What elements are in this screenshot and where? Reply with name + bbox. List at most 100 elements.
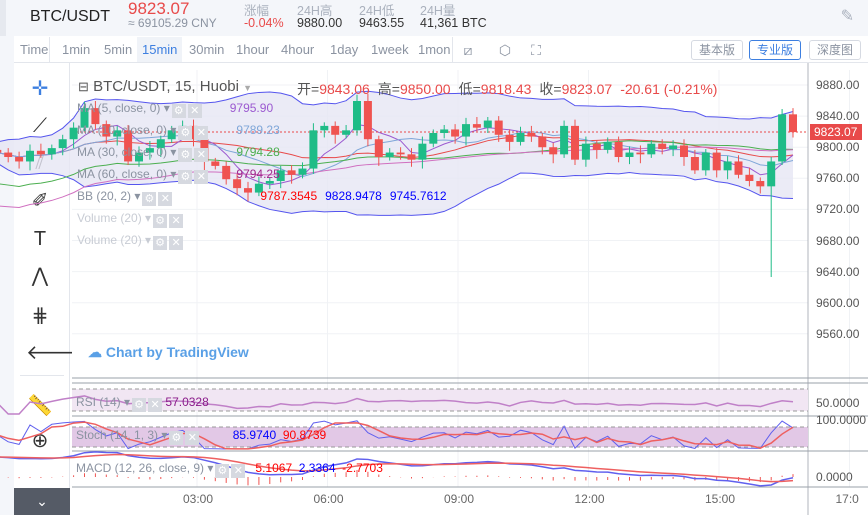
candle-body (669, 145, 678, 150)
chevron-down-icon: ⌄ (36, 493, 48, 509)
ruler-icon[interactable]: 📏 (27, 395, 53, 417)
text-icon[interactable]: T (33, 228, 47, 250)
expand-toolbar-button[interactable]: ⌄ (14, 488, 70, 515)
candle-body (211, 161, 220, 166)
close-icon: ✕ (158, 192, 173, 206)
time-tick: 17:0 (835, 492, 859, 506)
close-icon: ✕ (169, 214, 184, 228)
candle-body (560, 125, 569, 155)
indicator-legend[interactable]: BB (20, 2) ▾ ⚙ ✕ 9787.3545 9828.9478 9745.761… (77, 189, 447, 206)
indicator-legend[interactable]: MA (5, close, 0) ▾ ⚙ ✕ 9795.90 (77, 101, 274, 118)
candle-body (418, 143, 427, 160)
indicator-legend[interactable]: Volume (20) ▾ ⚙ ✕ (77, 233, 184, 250)
pair-name: BTC/USDT (30, 8, 110, 25)
indicator-legend[interactable]: MA (60, close, 0) ▾ ⚙ ✕ 9794.25 (77, 167, 280, 184)
candle-body (189, 125, 198, 140)
timeframe-Time[interactable]: Time (20, 42, 49, 57)
settings-icon: ⚙ (153, 214, 168, 228)
indicator-legend[interactable]: Volume (20) ▾ ⚙ ✕ (77, 211, 184, 228)
symbol-title: BTC/USDT, 15, Huobi (93, 78, 239, 95)
close-icon: ✕ (187, 104, 202, 118)
tradingview-watermark[interactable]: ☁ Chart by TradingView (88, 344, 249, 361)
brush-icon[interactable]: ✐ (31, 190, 49, 212)
candle-body (233, 179, 242, 189)
candle-body (91, 108, 100, 125)
indicator-legend[interactable]: MA (30, close, 0) ▾ ⚙ ✕ 9794.28 (77, 145, 280, 162)
pattern-icon[interactable]: ⋀ (31, 265, 49, 287)
time-tick: 12:00 (574, 492, 605, 506)
candle-body (167, 130, 176, 140)
ohlc-value: 9843.06 (319, 81, 370, 97)
stoch-d-line (0, 421, 794, 450)
stat-3: 24H量 41,361 BTC (420, 4, 487, 30)
price-tick: 9560.00 (816, 326, 860, 341)
candle-body (276, 170, 285, 182)
timeframe-1mon[interactable]: 1mon (418, 42, 451, 57)
fullscreen-icon[interactable]: ⛶ (531, 42, 541, 58)
indicator-legend[interactable]: MA (10, close, 0) ▾ ⚙ ✕ 9789.23 (77, 123, 280, 140)
candle-body (80, 108, 89, 128)
candle-body (47, 148, 56, 155)
collapse-icon[interactable]: ⊟ (78, 79, 89, 94)
price-tick: 9760.00 (816, 171, 860, 186)
edit-icon[interactable]: ✎ (840, 8, 854, 25)
view-button-0[interactable]: 基本版 (691, 40, 744, 60)
candle-body (538, 136, 547, 148)
bollinger-lower (0, 164, 794, 216)
trend-line-icon[interactable]: ⟋ (33, 115, 47, 137)
candle-body (636, 152, 645, 155)
candle-body (4, 152, 13, 158)
candle-body (363, 100, 372, 140)
timeframe-1day[interactable]: 1day (330, 42, 359, 57)
view-button-2[interactable]: 深度图 (809, 40, 862, 60)
candle-body (298, 168, 307, 175)
candle-body (505, 134, 514, 142)
timeframe-4hour[interactable]: 4hour (281, 42, 315, 57)
chart-style-icon[interactable]: ⧄ (463, 42, 473, 58)
timeframe-1week[interactable]: 1week (371, 42, 409, 57)
candle-body (571, 125, 579, 160)
settings-icon[interactable]: ⬡ (498, 42, 512, 58)
candle-body (15, 157, 24, 162)
cny-price: ≈ 69105.29 CNY (128, 16, 217, 30)
crosshair-icon[interactable]: ✛ (31, 78, 49, 100)
stoch-legend: Stoch (14, 1, 3) ▾ ⚙ ✕ 85.9740 90.8739 (76, 428, 327, 445)
candle-body (712, 152, 721, 171)
bollinger-band-fill (0, 91, 793, 216)
ohlc-key: 收= (539, 81, 562, 97)
measure-icon[interactable]: ⋕ (31, 305, 49, 327)
settings-icon: ⚙ (153, 236, 168, 250)
candle-body (396, 152, 405, 155)
settings-icon: ⚙ (178, 170, 193, 184)
candle-body (124, 130, 133, 162)
candle-body (680, 145, 688, 158)
stoch-tick: 100.0000 (816, 413, 867, 427)
ticker-header: BTC/USDT 9823.07 ≈ 69105.29 CNY 涨幅 -0.04%… (0, 0, 868, 36)
candle-body (483, 120, 492, 128)
rsi-tick: 50.0000 (816, 396, 860, 410)
view-button-1[interactable]: 专业版 (749, 40, 802, 60)
timeframe-15min[interactable]: 15min (137, 37, 183, 62)
timeframe-1min[interactable]: 1min (62, 42, 91, 57)
last-price: 9823.07 (128, 0, 190, 18)
timeframe-30min[interactable]: 30min (189, 42, 225, 57)
chevron-down-icon[interactable]: ▼ (243, 83, 253, 93)
candle-body (145, 148, 154, 153)
current-price-label: 9823.07 (810, 124, 862, 140)
candle-body (734, 161, 743, 175)
candle-body (581, 143, 590, 160)
timeframe-5min[interactable]: 5min (104, 42, 133, 57)
time-tick: 09:00 (444, 492, 475, 506)
candle-body (701, 152, 710, 171)
candle-body (625, 152, 634, 158)
candle-body (374, 139, 383, 158)
candle-body (135, 152, 143, 162)
timeframe-1hour[interactable]: 1hour (236, 42, 270, 57)
candle-body (385, 152, 394, 158)
candle-body (36, 150, 45, 155)
candle-body (647, 143, 656, 155)
candle-body (0, 149, 2, 153)
candle-body (494, 120, 503, 135)
candle-body (462, 124, 470, 137)
